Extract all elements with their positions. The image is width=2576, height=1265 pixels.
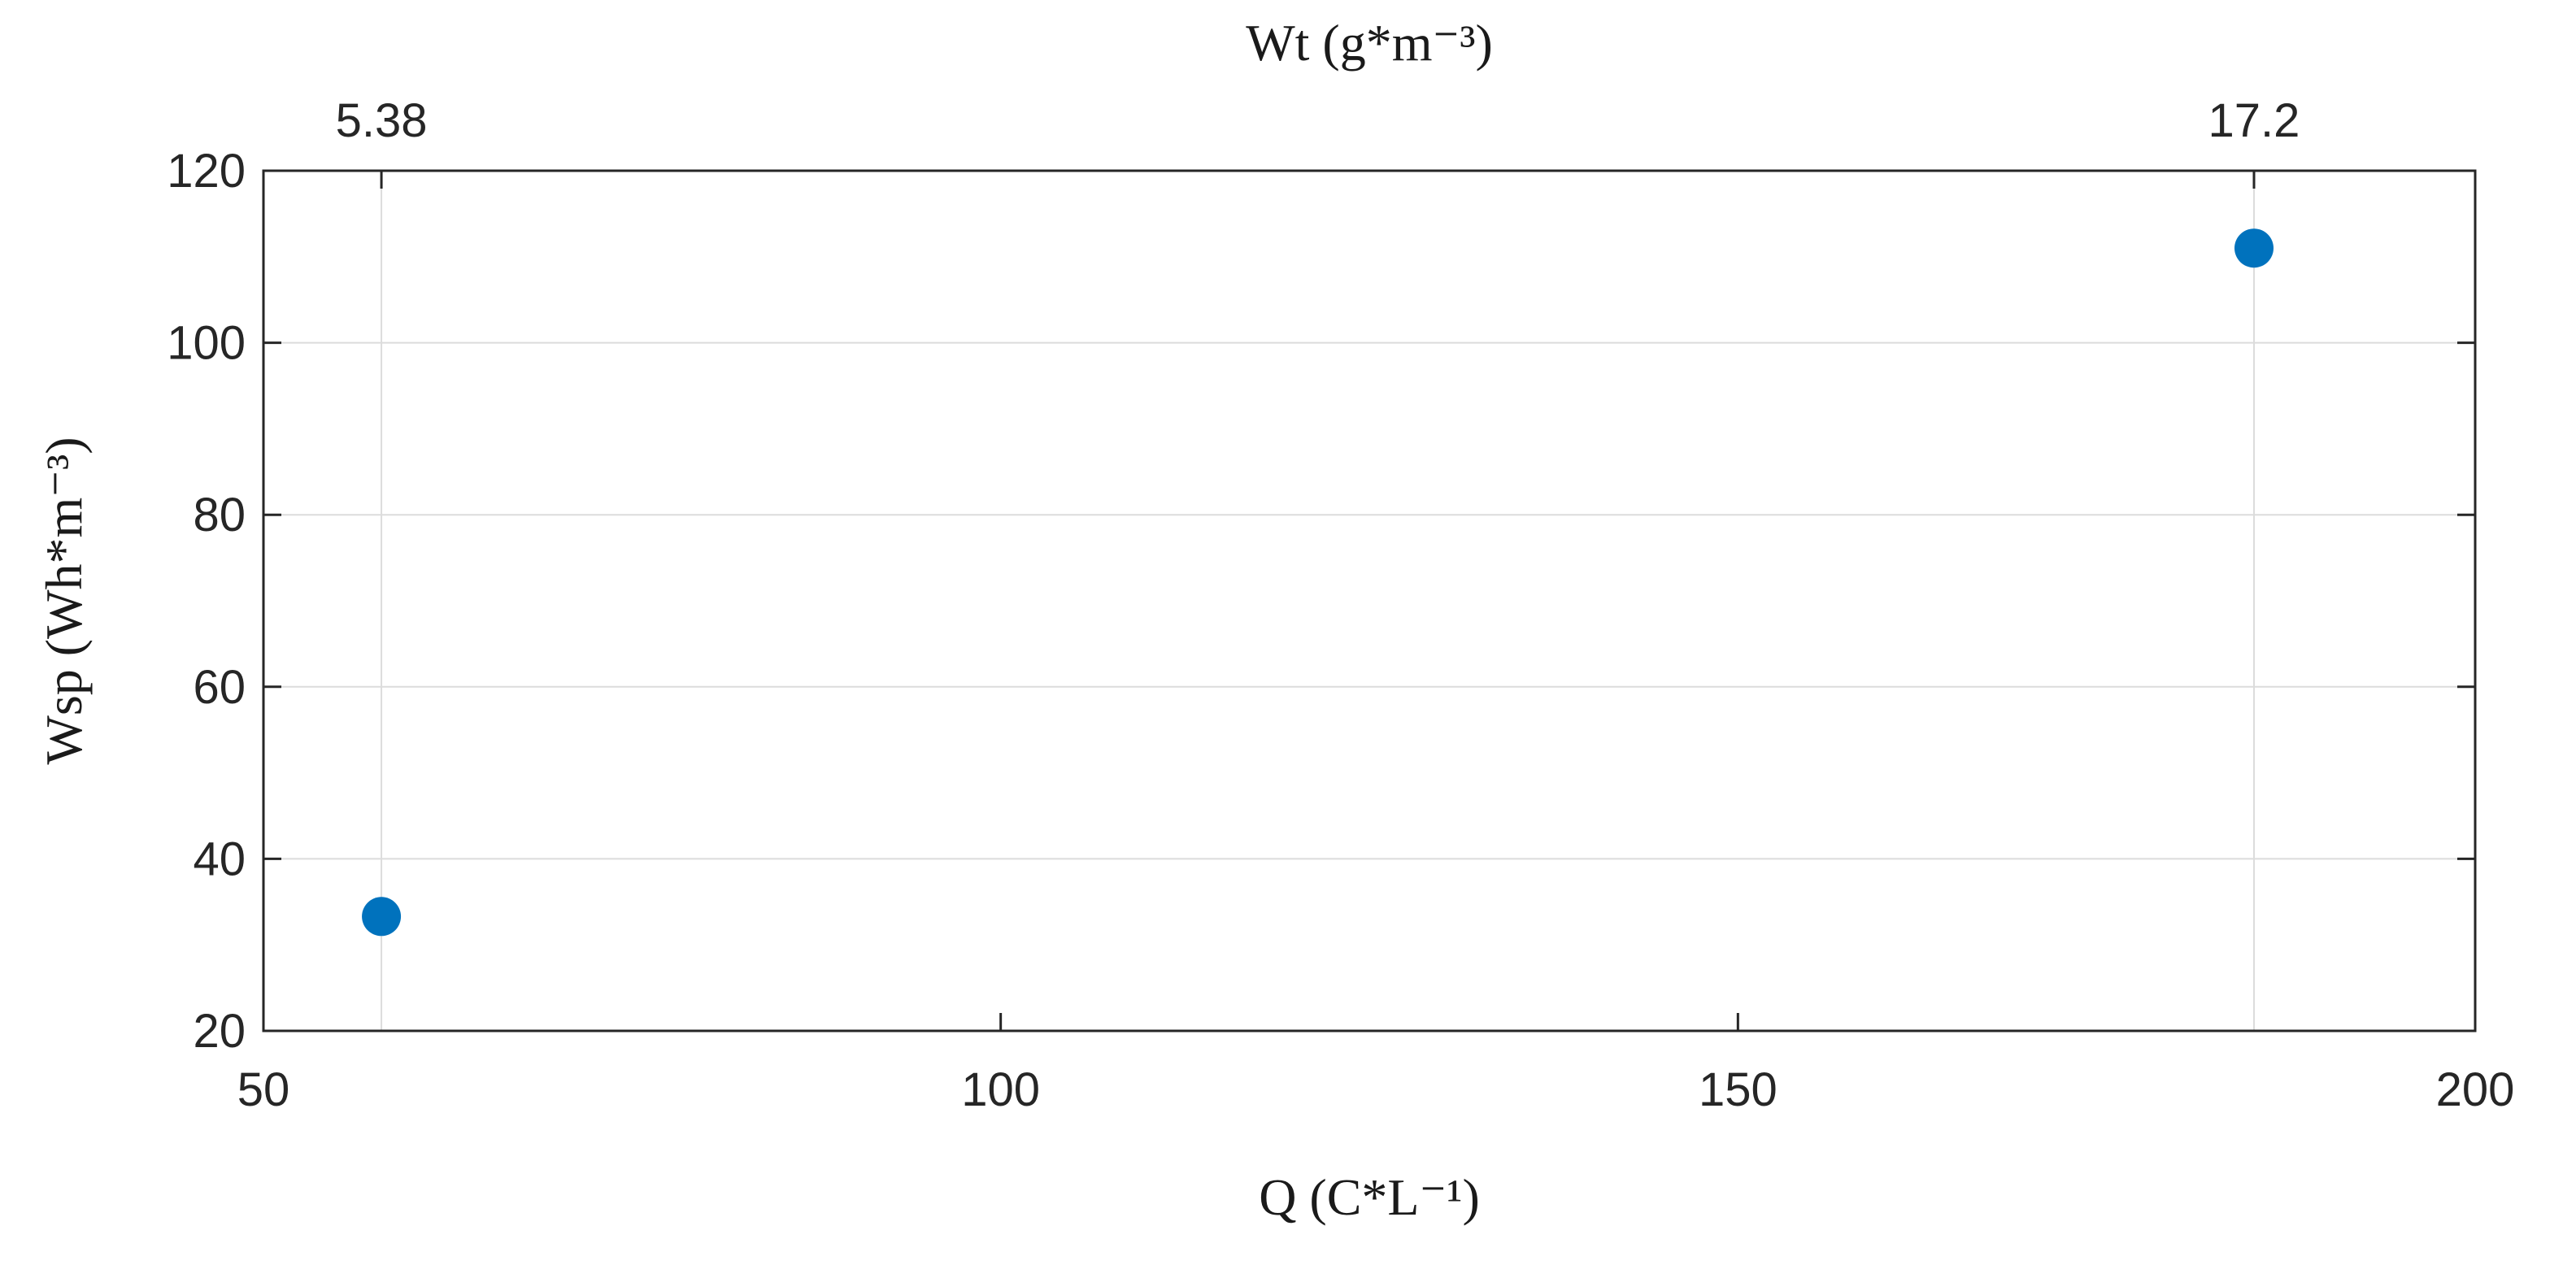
y-axis-label: Wsp (Wh*m⁻³) — [35, 437, 93, 764]
data-point — [2234, 228, 2274, 268]
x-tick-label: 150 — [1699, 1063, 1778, 1116]
grid-layer — [263, 171, 2475, 1031]
ticks-layer: 20 40 60 80 100 120 50 100 150 200 5.38 17.2 — [167, 94, 2514, 1116]
top-tick-label: 5.38 — [336, 94, 428, 147]
x-tick-label: 50 — [237, 1063, 290, 1116]
top-axis-label: Wt (g*m⁻³) — [1246, 14, 1493, 72]
y-tick-label: 60 — [193, 661, 246, 714]
y-tick-label: 120 — [167, 145, 246, 198]
plot-area-frame — [262, 169, 2477, 1032]
y-tick-label: 80 — [193, 489, 246, 541]
y-tick-label: 20 — [193, 1005, 246, 1058]
y-tick-label: 40 — [193, 832, 246, 885]
data-point — [362, 897, 402, 937]
x-axis-label: Q (C*L⁻¹) — [1259, 1168, 1480, 1226]
x-tick-label: 200 — [2436, 1063, 2515, 1116]
y-tick-label: 100 — [167, 317, 246, 370]
data-points — [362, 228, 2274, 937]
top-tick-label: 17.2 — [2208, 94, 2300, 147]
x-tick-label: 100 — [961, 1063, 1040, 1116]
